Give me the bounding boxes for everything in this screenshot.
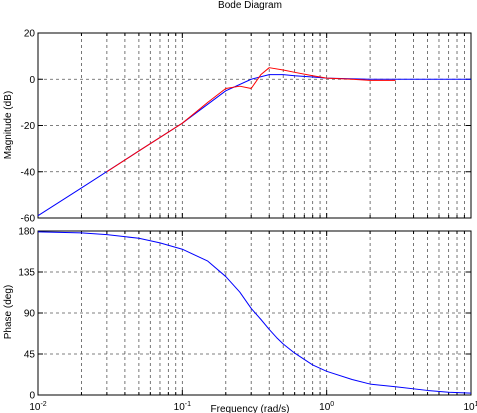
y-tick-label: -40 (21, 167, 36, 178)
series-line-magnitude-0 (37, 74, 471, 217)
y-tick-label: 90 (24, 309, 36, 320)
series-line-magnitude-1 (106, 67, 396, 173)
y-tick-label: 20 (24, 29, 36, 40)
x-tick-label: 10-1 (174, 401, 191, 413)
x-axis-label: Frequency (rad/s) (211, 404, 290, 413)
y-tick-label: 180 (18, 227, 35, 238)
panel-magnitude: -60 -40 -20 0 20 (21, 29, 472, 225)
x-tick-label: 101 (463, 401, 477, 413)
y-tick-label: -20 (21, 121, 36, 132)
phase-y-axis-label: Phase (deg) (3, 285, 14, 339)
y-tick-label: 0 (29, 391, 35, 402)
chart-title: Bode Diagram (218, 0, 282, 11)
magnitude-y-axis-label: Magnitude (dB) (3, 91, 14, 159)
panels-layer: -60 -40 -20 0 20 0 45 90 135 180 10-2 10-1 100 101 (18, 29, 477, 413)
x-tick-label: 10-2 (29, 401, 46, 413)
y-tick-label: 0 (29, 75, 35, 86)
y-tick-label: 45 (24, 350, 36, 361)
y-tick-label: -60 (21, 214, 36, 225)
x-tick-label: 100 (319, 401, 334, 413)
panel-phase: 0 45 90 135 180 (18, 227, 472, 402)
y-tick-label: 135 (18, 268, 35, 279)
series-line-phase-0 (37, 231, 472, 394)
